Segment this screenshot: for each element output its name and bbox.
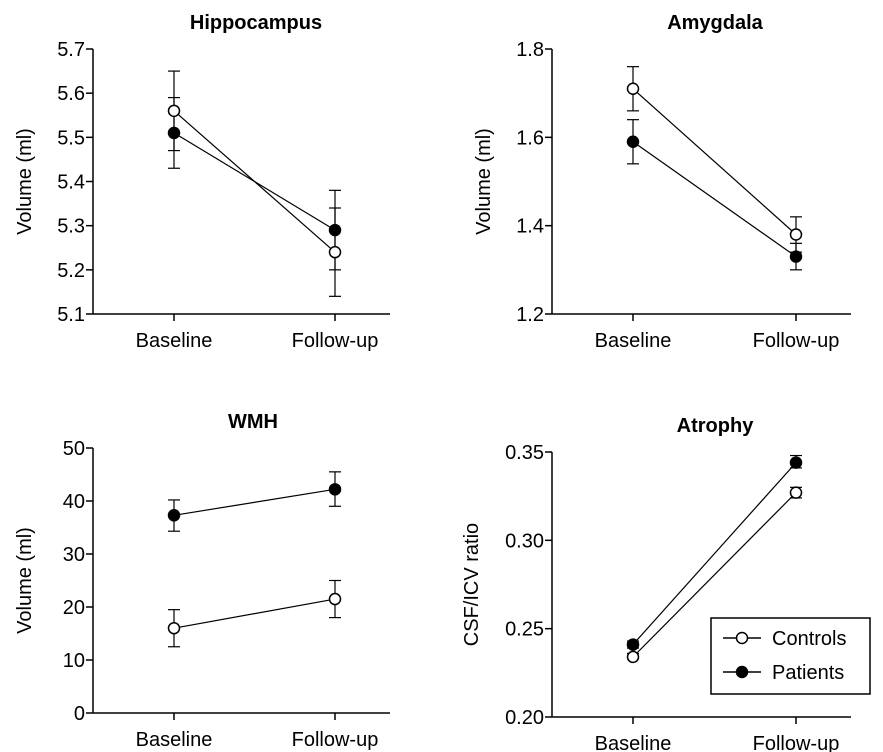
legend-box — [710, 617, 871, 695]
atrophy-patients-point — [789, 456, 803, 469]
hippocampus-title: Hippocampus — [190, 12, 322, 34]
atrophy-y-tick-label: 0.20 — [505, 707, 544, 729]
atrophy-y-axis-label: CSF/ICV ratio — [461, 523, 483, 646]
hippocampus-patients-line — [173, 132, 336, 231]
hippocampus-y-tick-label: 5.4 — [57, 172, 85, 194]
amygdala-title: Amygdala — [667, 12, 763, 34]
atrophy-y-tick-label: 0.35 — [505, 442, 544, 464]
wmh-y-tick-label: 30 — [63, 544, 85, 566]
atrophy-controls-point — [626, 650, 640, 664]
wmh-title: WMH — [228, 411, 278, 433]
legend-item-controls: Controls — [723, 628, 846, 650]
hippocampus-y-axis-label: Volume (ml) — [14, 128, 36, 235]
amygdala-panel: Amygdala 1.2 1.4 1.6 1.8 Baseline Follow-up Vol… — [473, 12, 851, 352]
wmh-y-axis-label: Volume (ml) — [14, 527, 36, 634]
hippocampus-y-tick-label: 5.3 — [57, 216, 85, 238]
legend-label-controls: Controls — [772, 628, 846, 650]
wmh-y-tick-label: 10 — [63, 650, 85, 672]
amygdala-y-tick-label: 1.6 — [516, 127, 544, 149]
atrophy-controls-point — [789, 486, 803, 499]
amygdala-x-tick-label: Baseline — [595, 330, 672, 352]
wmh-x-tick-label: Follow-up — [292, 729, 379, 751]
wmh-x-tick-label: Baseline — [136, 729, 213, 751]
wmh-patients-point — [328, 483, 342, 496]
hippocampus-x-tick-label: Baseline — [136, 330, 213, 352]
amygdala-controls-line — [632, 88, 797, 235]
hippocampus-x-tick-label: Follow-up — [292, 330, 379, 352]
hippocampus-y-tick-label: 5.2 — [57, 260, 85, 282]
atrophy-y-tick-label: 0.30 — [505, 530, 544, 552]
legend-item-patients: Patients — [723, 662, 844, 684]
amygdala-patients-point — [626, 135, 640, 148]
amygdala-y-tick-label: 1.2 — [516, 304, 544, 326]
hippocampus-patients-point — [328, 223, 342, 237]
hippocampus-patients-point — [167, 126, 181, 140]
amygdala-patients-point — [789, 250, 803, 263]
hippocampus-panel: Hippocampus 5.1 5.2 5.3 5.4 5.5 5.6 5.7 Baseline… — [14, 12, 390, 352]
legend: Controls Patients — [710, 617, 871, 695]
amygdala-controls-point — [626, 82, 640, 95]
atrophy-patients-point — [626, 638, 640, 651]
atrophy-x-tick-label: Baseline — [595, 733, 672, 752]
hippocampus-controls-point — [167, 104, 181, 118]
wmh-y-tick-label: 50 — [63, 438, 85, 460]
legend-marker-controls — [735, 631, 749, 645]
wmh-panel: WMH 0 10 20 30 40 50 Baseline Follow-up Volume (m… — [14, 411, 390, 751]
atrophy-panel: Atrophy 0.20 0.25 0.30 0.35 Baseline Follow-up… — [461, 415, 851, 752]
amygdala-y-tick-label: 1.8 — [516, 39, 544, 61]
amygdala-y-axis-label: Volume (ml) — [473, 128, 495, 235]
amygdala-x-tick-label: Follow-up — [753, 330, 840, 352]
atrophy-y-tick-label: 0.25 — [505, 619, 544, 641]
legend-marker-patients — [735, 665, 749, 679]
atrophy-controls-line — [632, 492, 797, 658]
hippocampus-y-tick-label: 5.1 — [57, 304, 85, 326]
wmh-controls-point — [328, 592, 342, 606]
wmh-controls-point — [167, 621, 181, 635]
amygdala-controls-point — [789, 228, 803, 241]
hippocampus-controls-point — [328, 245, 342, 259]
atrophy-patients-line — [632, 462, 797, 645]
atrophy-title: Atrophy — [677, 415, 755, 437]
amygdala-y-tick-label: 1.4 — [516, 216, 544, 238]
legend-label-patients: Patients — [772, 662, 844, 684]
hippocampus-y-tick-label: 5.7 — [57, 39, 85, 61]
atrophy-x-tick-label: Follow-up — [753, 733, 840, 752]
hippocampus-y-tick-label: 5.6 — [57, 83, 85, 105]
hippocampus-y-tick-label: 5.5 — [57, 127, 85, 149]
wmh-y-tick-label: 40 — [63, 491, 85, 513]
wmh-patients-point — [167, 509, 181, 522]
amygdala-patients-line — [632, 141, 797, 258]
wmh-y-tick-label: 0 — [74, 703, 85, 725]
wmh-y-tick-label: 20 — [63, 597, 85, 619]
wmh-patients-line — [173, 488, 336, 516]
wmh-controls-line — [173, 598, 336, 629]
